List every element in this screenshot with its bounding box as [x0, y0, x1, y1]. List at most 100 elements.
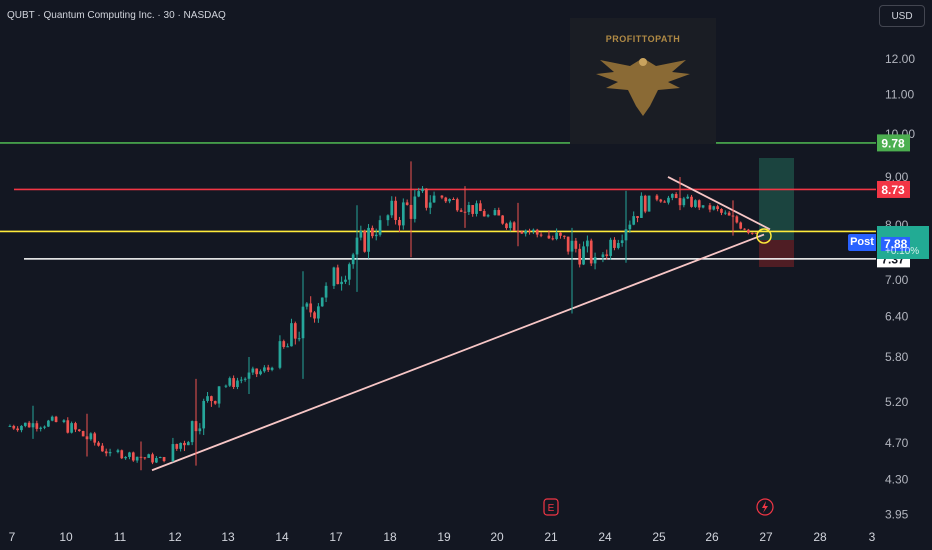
candle-body: [663, 201, 666, 203]
candle-body: [578, 248, 582, 265]
candle-body: [35, 423, 39, 429]
candle-body: [282, 341, 286, 347]
candle-body: [682, 198, 686, 206]
candle-body: [735, 216, 739, 223]
candle-body: [108, 452, 112, 454]
candle-body: [124, 456, 127, 459]
candle-body: [589, 240, 593, 264]
candle-body: [493, 210, 497, 216]
candle-body: [562, 235, 566, 237]
candle-body: [313, 312, 316, 319]
candle-body: [479, 203, 482, 212]
candle-body: [398, 219, 401, 226]
candle-body: [351, 254, 355, 265]
earnings-marker[interactable]: E: [543, 498, 559, 516]
candle-body: [16, 428, 19, 431]
candle-body: [482, 211, 486, 217]
level-tag-label: 8.73: [881, 183, 905, 197]
y-tick-label: 3.95: [885, 507, 909, 521]
x-tick-label: 13: [221, 530, 235, 544]
candle-body: [135, 456, 139, 461]
currency-button[interactable]: USD: [879, 5, 925, 27]
candle-body: [62, 420, 66, 422]
candle-body: [743, 228, 746, 230]
y-tick-label: 4.30: [885, 473, 909, 487]
candle-body: [179, 442, 182, 449]
candle-body: [547, 235, 551, 239]
candle-body: [690, 196, 693, 207]
candle-body: [559, 232, 562, 236]
candle-body: [101, 445, 104, 452]
horizontal-levels: [0, 142, 876, 260]
dividend-marker[interactable]: [756, 498, 774, 516]
candle-body: [81, 431, 85, 437]
candle-body: [162, 457, 166, 462]
candle-body: [390, 200, 394, 216]
candle-body: [47, 420, 50, 427]
candle-body: [263, 367, 266, 372]
candle-body: [374, 234, 378, 237]
lightning-icon: [762, 501, 768, 513]
candle-body: [332, 267, 336, 286]
candle-body: [570, 240, 574, 252]
candle-body: [551, 238, 555, 240]
candle-body: [455, 199, 459, 211]
x-tick-label: 24: [598, 530, 612, 544]
price-axis[interactable]: 12.0011.0010.009.008.007.006.405.805.204…: [885, 52, 915, 521]
x-tick-label: 10: [59, 530, 73, 544]
candle-body: [39, 427, 43, 429]
candle-body: [647, 195, 651, 212]
candle-body: [501, 215, 504, 224]
candle-body: [754, 232, 758, 234]
x-tick-label: 25: [652, 530, 666, 544]
candle-body: [655, 195, 659, 200]
candle-body: [27, 422, 31, 428]
candle-body: [425, 188, 428, 208]
candle-body: [750, 232, 754, 234]
candle-body: [309, 303, 313, 313]
candle-body: [50, 416, 54, 421]
candle-body: [202, 400, 206, 429]
candle-body: [659, 199, 663, 202]
candle-body: [320, 297, 324, 307]
candle-body: [198, 428, 202, 432]
candle-body: [43, 426, 46, 428]
trendline-support: [151, 233, 765, 472]
candle-body: [194, 421, 198, 432]
y-tick-label: 5.20: [885, 395, 909, 409]
level-tag-label: 9.78: [881, 136, 905, 150]
candle-body: [347, 264, 351, 280]
candle-body: [413, 196, 417, 219]
candle-body: [444, 197, 448, 202]
candle-body: [497, 210, 501, 216]
symbol-title: QUBT · Quantum Computing Inc. · 30 · NAS…: [7, 10, 226, 21]
candle-body: [158, 457, 162, 459]
candle-body: [286, 346, 289, 348]
candle-body: [247, 372, 251, 379]
candle-body: [394, 200, 397, 220]
y-tick-label: 4.70: [885, 436, 909, 450]
candle-body: [586, 240, 589, 247]
candle-body: [8, 425, 12, 427]
candle-body: [363, 231, 367, 252]
candle-body: [401, 202, 405, 226]
candle-body: [336, 267, 340, 285]
candle-body: [697, 200, 701, 208]
candle-body: [175, 444, 179, 449]
candle-body: [727, 212, 731, 216]
candle-body: [20, 425, 23, 431]
candle-body: [613, 239, 616, 248]
candle-body: [432, 195, 436, 203]
candle-body: [243, 378, 247, 380]
time-axis[interactable]: 7 10 11 12 13 14 17 18 19 20 21 24 25 26 27 28 3: [9, 530, 876, 544]
candle-body: [486, 215, 490, 217]
y-tick-label: 7.00: [885, 273, 909, 287]
candle-body: [463, 211, 467, 213]
candle-body: [505, 223, 508, 229]
candle-body: [467, 205, 471, 213]
candle-body: [236, 380, 239, 388]
y-tick-label: 5.80: [885, 350, 909, 364]
candle-body: [171, 444, 175, 462]
candle-body: [116, 450, 120, 453]
